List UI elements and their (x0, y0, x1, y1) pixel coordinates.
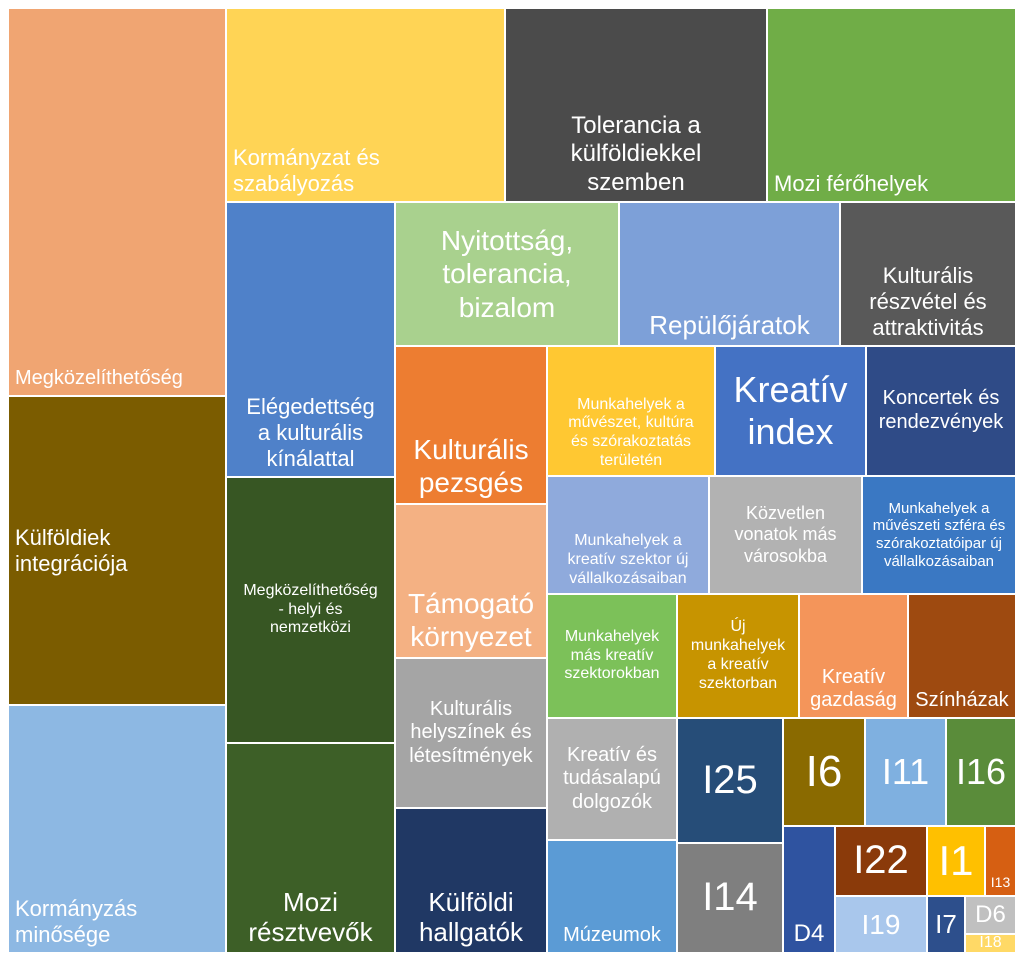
treemap-tile-label: Munkahelyek a művészeti szféra és szórak… (872, 499, 1006, 570)
treemap-tile-label: Múzeumok (563, 924, 661, 947)
treemap-tile-label: I16 (955, 750, 1007, 792)
treemap-tile: Közvetlen vonatok más városokba (709, 476, 862, 594)
treemap-tile-label: Munkahelyek a kreatív szektor új vállalk… (567, 532, 689, 588)
treemap-tile-label: Mozi férőhelyek (774, 171, 929, 197)
treemap-tile-label: Megközelíthetőség (15, 367, 183, 390)
treemap-tile: I19 (835, 896, 927, 953)
treemap-tile: Munkahelyek a művészet, kultúra és szóra… (547, 346, 715, 476)
treemap-tile-label: Nyitottság, tolerancia, bizalom (440, 225, 574, 323)
treemap-tile: D6 (965, 896, 1016, 934)
treemap-tile-label: Munkahelyek más kreatív szektorokban (564, 627, 660, 683)
treemap-tile-label: Kulturális pezsgés (413, 433, 529, 498)
treemap-tile: Kreatív index (715, 346, 866, 476)
treemap-tile: Kreatív és tudásalapú dolgozók (547, 718, 677, 840)
treemap-tile: I22 (835, 826, 927, 896)
treemap-tile-label: Kulturális helyszínek és létesítmények (409, 697, 533, 767)
treemap-tile-label: Kreatív index (733, 368, 848, 452)
treemap-tile: Megközelíthetőség (8, 8, 226, 396)
treemap-tile-label: Megközelíthetőség - helyi és nemzetközi (243, 581, 378, 637)
treemap-tile: Kormányzat és szabályozás (226, 8, 505, 202)
treemap-tile: Múzeumok (547, 840, 677, 953)
treemap-tile: Új munkahelyek a kreatív szektorban (677, 594, 799, 718)
treemap-tile: Kulturális helyszínek és létesítmények (395, 658, 547, 808)
treemap-tile: Mozi férőhelyek (767, 8, 1016, 202)
treemap-tile: I14 (677, 843, 783, 953)
treemap-tile-label: Kormányzat és szabályozás (233, 145, 380, 197)
treemap-tile-label: Kreatív és tudásalapú dolgozók (563, 743, 661, 813)
treemap-tile-label: Támogató környezet (407, 587, 535, 652)
treemap-tile-label: Kormányzás minősége (15, 896, 138, 948)
treemap-tile: Munkahelyek a művészeti szféra és szórak… (862, 476, 1016, 594)
treemap-tile-label: I19 (861, 908, 901, 940)
treemap-tile-label: I7 (935, 909, 957, 940)
treemap-tile: I11 (865, 718, 946, 826)
treemap-tile: D4 (783, 826, 835, 953)
treemap-tile-label: Elégedettség a kulturális kínálattal (246, 394, 375, 472)
treemap-tile-label: Kreatív gazdaság (810, 665, 897, 712)
treemap-tile-label: I25 (702, 757, 758, 802)
treemap-tile: Színházak (908, 594, 1016, 718)
treemap-tile: Külföldiek integrációja (8, 396, 226, 705)
treemap-tile: Kreatív gazdaság (799, 594, 908, 718)
treemap-tile: Munkahelyek más kreatív szektorokban (547, 594, 677, 718)
treemap-tile: Elégedettség a kulturális kínálattal (226, 202, 395, 477)
treemap-tile-label: I14 (702, 875, 758, 920)
treemap-tile-label: Koncertek és rendezvények (878, 387, 1004, 433)
treemap-tile: Koncertek és rendezvények (866, 346, 1016, 476)
treemap-tile: I6 (783, 718, 865, 826)
treemap-tile-label: I1 (938, 837, 974, 885)
treemap-tile: Külföldi hallgatók (395, 808, 547, 953)
treemap-tile-label: Munkahelyek a művészet, kultúra és szóra… (568, 395, 694, 470)
treemap-tile-label: Repülőjáratok (649, 310, 810, 341)
treemap-tile-label: D6 (975, 900, 1006, 928)
treemap-tile-label: I11 (881, 750, 930, 792)
treemap-tile-label: Külföldi hallgatók (418, 886, 524, 948)
treemap-tile-label: Kulturális részvétel és attraktivitás (869, 263, 987, 341)
treemap-tile: Megközelíthetőség - helyi és nemzetközi (226, 477, 395, 743)
treemap-tile-label: I18 (979, 934, 1002, 952)
treemap-tile: I1 (927, 826, 985, 896)
treemap-tile: Kulturális pezsgés (395, 346, 547, 504)
treemap-tile-label: Színházak (915, 689, 1009, 712)
treemap-tile: Kulturális részvétel és attraktivitás (840, 202, 1016, 346)
treemap-tile: I13 (985, 826, 1016, 896)
treemap-tile: Mozi résztvevők (226, 743, 395, 953)
treemap-tile: Munkahelyek a kreatív szektor új vállalk… (547, 476, 709, 594)
treemap-tile-label: Mozi résztvevők (248, 886, 373, 948)
treemap-tile-label: I13 (990, 874, 1011, 891)
treemap-tile-label: D4 (793, 919, 825, 947)
treemap-tile-label: Új munkahelyek a kreatív szektorban (690, 618, 786, 692)
treemap-tile-label: Tolerancia a külföldiekkel szemben (570, 112, 702, 196)
treemap-tile: I7 (927, 896, 965, 953)
treemap-tile-label: Közvetlen vonatok más városokba (734, 503, 837, 566)
treemap-tile-label: Külföldiek integrációja (15, 524, 128, 576)
treemap-tile-label: I22 (853, 838, 909, 883)
treemap-tile: Nyitottság, tolerancia, bizalom (395, 202, 619, 346)
treemap-tile: I25 (677, 718, 783, 843)
treemap-tile: I16 (946, 718, 1016, 826)
treemap-tile-label: I6 (805, 747, 843, 797)
treemap-tile: Repülőjáratok (619, 202, 840, 346)
treemap-tile: Kormányzás minősége (8, 705, 226, 953)
treemap-tile: Támogató környezet (395, 504, 547, 658)
treemap-tile: Tolerancia a külföldiekkel szemben (505, 8, 767, 202)
treemap-tile: I18 (965, 934, 1016, 953)
